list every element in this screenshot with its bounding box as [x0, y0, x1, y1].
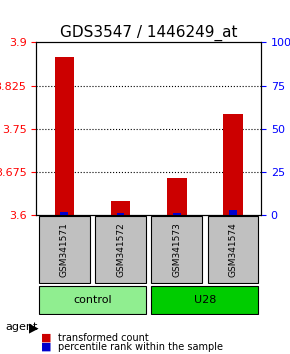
Text: GSM341572: GSM341572 [116, 222, 125, 277]
Text: GSM341571: GSM341571 [60, 222, 69, 277]
FancyBboxPatch shape [151, 216, 202, 282]
Text: ■: ■ [41, 333, 51, 343]
FancyBboxPatch shape [151, 286, 258, 314]
FancyBboxPatch shape [39, 286, 146, 314]
Bar [55, 57, 74, 215]
Title: GDS3547 / 1446249_at: GDS3547 / 1446249_at [60, 25, 238, 41]
Text: agent: agent [6, 322, 38, 332]
Text: U28: U28 [194, 295, 216, 304]
Bar [167, 178, 186, 215]
Text: transformed count: transformed count [58, 333, 149, 343]
Bar [111, 201, 130, 215]
Bar [223, 114, 243, 215]
FancyBboxPatch shape [208, 216, 258, 282]
Text: control: control [73, 295, 112, 304]
Bar [173, 213, 181, 215]
Bar [229, 210, 237, 215]
Text: GSM341574: GSM341574 [229, 222, 238, 277]
FancyBboxPatch shape [39, 216, 90, 282]
Text: ■: ■ [41, 342, 51, 352]
Text: ▶: ▶ [29, 321, 39, 334]
Text: percentile rank within the sample: percentile rank within the sample [58, 342, 223, 352]
Text: GSM341573: GSM341573 [172, 222, 181, 277]
Bar [117, 213, 124, 215]
Bar [60, 212, 68, 215]
FancyBboxPatch shape [95, 216, 146, 282]
